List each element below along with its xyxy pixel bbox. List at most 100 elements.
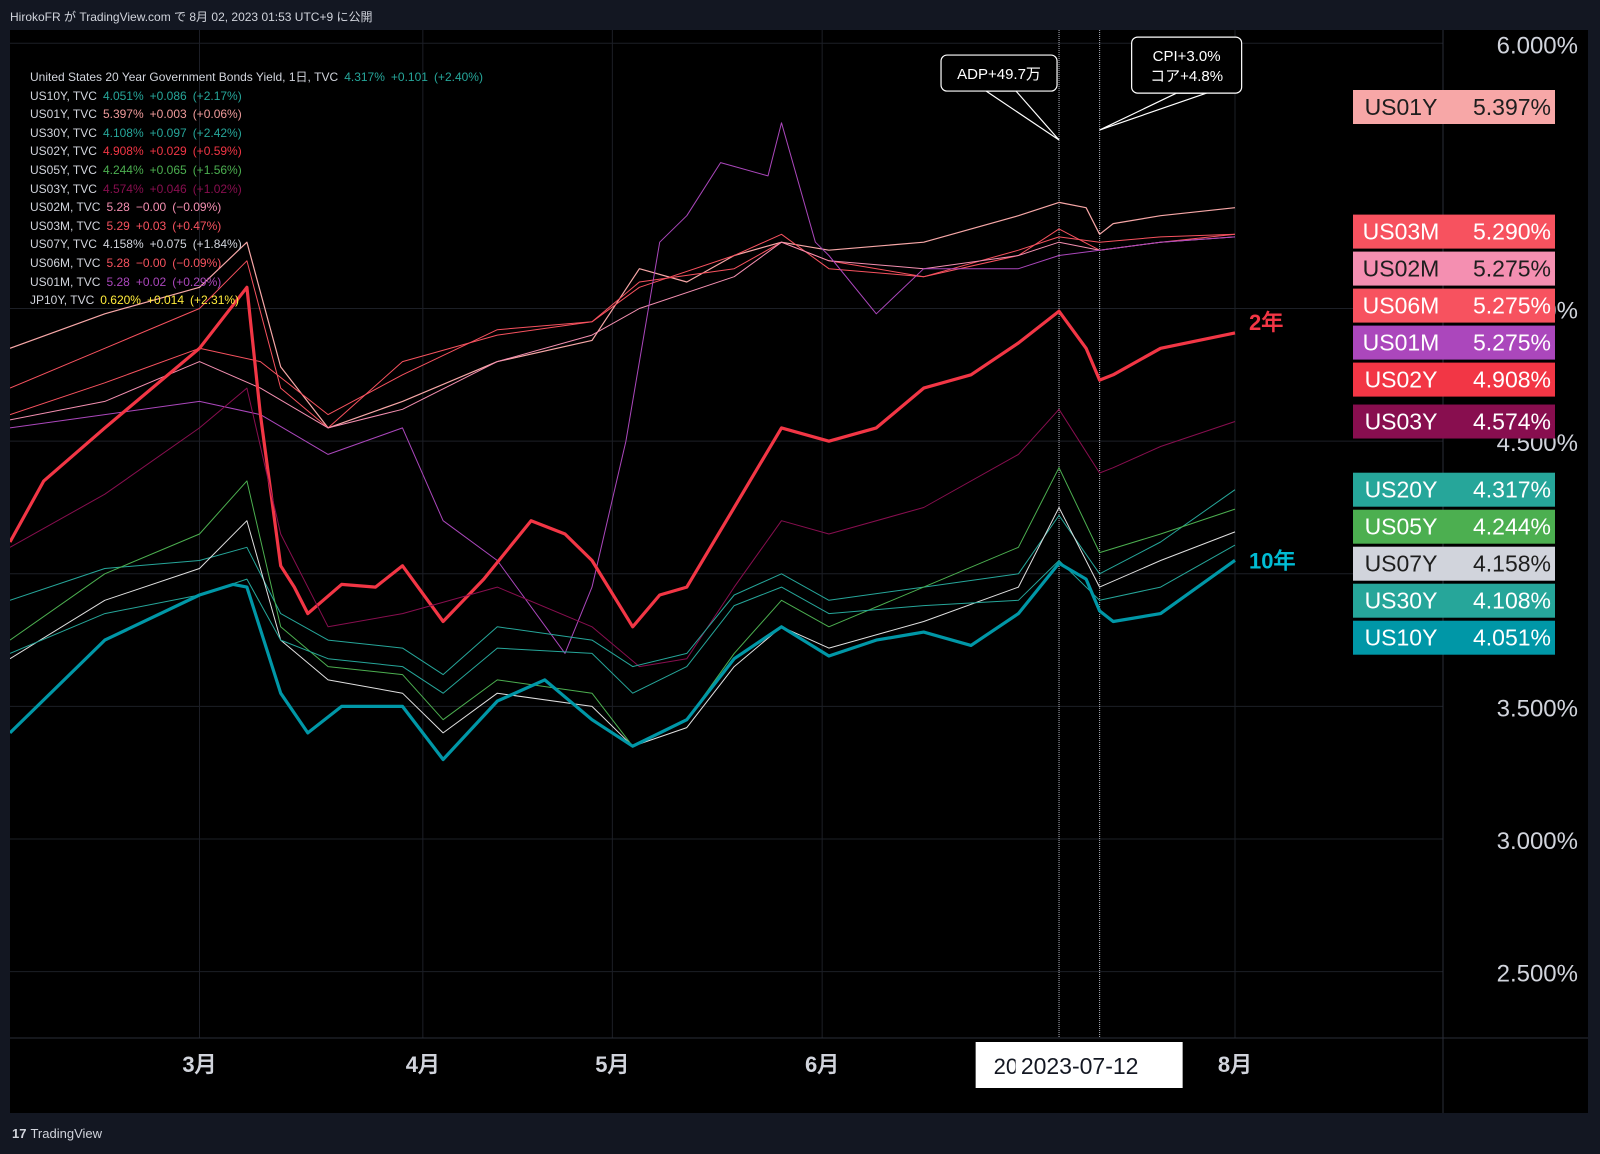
legend-series-name: US07Y, TVC [30,237,97,252]
legend-row[interactable]: US02Y, TVC 4.908% +0.029 (+0.59%) [30,142,489,161]
chart-area[interactable]: 2年10年ADP+49.7万CPI+3.0%コア+4.8%6.000%5.000… [10,30,1588,1113]
legend-row[interactable]: US10Y, TVC 4.051% +0.086 (+2.17%) [30,87,489,106]
price-tag-name: US07Y [1365,551,1438,577]
cursor-date-prefix: 20 [994,1054,1018,1079]
callout-text: コア+4.8% [1150,68,1223,85]
price-tag-name-bg [1353,472,1449,507]
legend-change: +0.075 [149,237,187,252]
publish-info: HirokoFR が TradingView.com で 8月 02, 2023… [10,10,373,24]
price-tag-name-bg [1353,620,1449,655]
legend-change-pct: (+2.40%) [433,70,483,84]
legend-value: 5.29 [106,218,130,233]
price-tag-value: 4.317% [1473,477,1551,503]
price-tag-value: 4.108% [1473,588,1551,614]
legend-change: +0.014 [146,293,185,308]
price-tag-name: US02Y [1365,367,1438,393]
legend-value: 4.908% [102,144,144,159]
legend-series-name: US01Y, TVC [30,107,97,122]
legend-row[interactable]: US01Y, TVC 5.397% +0.003 (+0.06%) [30,105,489,124]
price-tag-name: US01M [1363,330,1440,356]
price-tag-value: 4.908% [1473,367,1551,393]
series-line-us06m[interactable] [10,228,1236,429]
legend-series-name: US05Y, TVC [30,162,97,177]
series-line-us02m[interactable] [10,236,1236,429]
legend-change-pct: (+2.17%) [192,88,242,103]
tradingview-brand: TradingView [30,1126,103,1141]
x-tick-label: 4月 [406,1052,440,1077]
legend-value: 5.397% [102,107,144,122]
legend-value: 4.108% [102,125,144,140]
legend-row[interactable]: US05Y, TVC 4.244% +0.065 (+1.56%) [30,161,489,180]
series-line-us02y[interactable] [10,285,1236,629]
y-tick-label: 3.000% [1497,828,1578,855]
x-tick-label: 8月 [1218,1052,1252,1077]
legend-change: +0.03 [135,218,167,233]
legend-series-name: United States 20 Year Government Bonds Y… [30,70,339,84]
series-line-us03m[interactable] [10,233,1236,416]
price-tag-value-bg [1449,362,1555,397]
callout-box [940,54,1058,92]
legend-series-name: US02M, TVC [30,200,101,215]
legend-change: −0.00 [135,255,167,270]
legend-value: 5.28 [106,255,130,270]
legend-row[interactable]: United States 20 Year Government Bonds Y… [30,68,489,87]
legend-change-pct: (+1.56%) [192,162,242,177]
legend-change: +0.02 [135,274,167,289]
series-line-us20y[interactable] [10,489,1236,676]
price-tag-name: US03M [1363,219,1440,245]
legend-series-name: JP10Y, TVC [30,293,95,308]
x-tick-label: 6月 [805,1052,839,1077]
legend-change-pct: (+0.06%) [192,107,242,122]
legend-series-name: US02Y, TVC [30,144,97,159]
price-tag-name-bg [1353,404,1449,439]
legend-value: 4.317% [344,70,385,84]
legend-series-name: US10Y, TVC [30,88,97,103]
footer-bar [0,1113,1600,1154]
price-tag-name-bg [1353,583,1449,618]
series-legend: United States 20 Year Government Bonds Y… [30,68,489,310]
price-tag-value-bg [1449,509,1555,544]
legend-row[interactable]: JP10Y, TVC 0.620% +0.014 (+2.31%) [30,291,489,310]
legend-change: +0.086 [149,88,187,103]
legend-row[interactable]: US03Y, TVC 4.574% +0.046 (+1.02%) [30,180,489,199]
y-tick-label: 6.000% [1497,32,1578,59]
price-tag-name-bg [1353,288,1449,323]
legend-row[interactable]: US02M, TVC 5.28 −0.00 (−0.09%) [30,198,489,217]
series-line-us05y[interactable] [10,467,1236,747]
price-tag-name-bg [1353,90,1449,124]
legend-row[interactable]: US07Y, TVC 4.158% +0.075 (+1.84%) [30,235,489,254]
callout-text: CPI+3.0% [1153,48,1221,65]
legend-change-pct: (+1.84%) [192,237,242,252]
series-line-us01y[interactable] [10,201,1236,429]
legend-series-name: US01M, TVC [30,274,101,289]
legend-row[interactable]: US30Y, TVC 4.108% +0.097 (+2.42%) [30,124,489,143]
price-tag-value: 5.275% [1473,330,1551,356]
price-tag-name: US06M [1363,293,1440,319]
series-line-us03y[interactable] [10,387,1236,668]
tradingview-logo[interactable]: 17 TradingView [12,1126,102,1141]
price-tag-value: 5.290% [1473,219,1551,245]
legend-value: 4.574% [102,181,144,196]
x-tick-label: 3月 [182,1052,216,1077]
legend-change-pct: (+0.59%) [192,144,242,159]
series-line-us30y[interactable] [10,544,1236,694]
legend-change-pct: (+2.31%) [190,293,240,308]
legend-change: +0.065 [149,162,187,177]
price-tag-name: US05Y [1365,514,1438,540]
legend-change-pct: (−0.09%) [172,200,222,215]
legend-change: +0.046 [149,181,187,196]
series-line-us10y[interactable] [10,558,1236,762]
publish-header: HirokoFR が TradingView.com で 8月 02, 2023… [0,0,1600,30]
yield-chart-svg[interactable]: 2年10年ADP+49.7万CPI+3.0%コア+4.8%6.000%5.000… [10,30,1588,1113]
price-tag-name: US10Y [1365,625,1438,651]
legend-value: 0.620% [100,293,141,308]
price-tag-value: 5.397% [1473,94,1551,120]
legend-row[interactable]: US01M, TVC 5.28 +0.02 (+0.29%) [30,273,489,292]
legend-row[interactable]: US03M, TVC 5.29 +0.03 (+0.47%) [30,217,489,236]
price-tag-value: 5.275% [1473,256,1551,282]
inline-label: 10年 [1249,549,1295,574]
series-line-us07y[interactable] [10,507,1236,747]
series-line-us01m[interactable] [10,122,1236,654]
price-tag-name-bg [1353,509,1449,544]
legend-row[interactable]: US06M, TVC 5.28 −0.00 (−0.09%) [30,254,489,273]
